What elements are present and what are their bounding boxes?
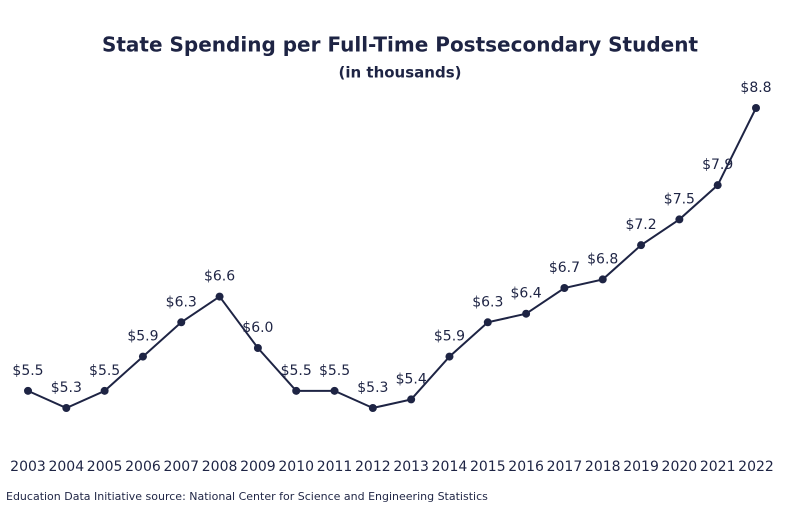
data-label: $5.5: [319, 363, 350, 379]
x-tick-label: 2008: [202, 459, 238, 475]
data-label: $6.6: [204, 269, 235, 285]
data-label: $6.3: [472, 294, 503, 310]
x-tick-label: 2017: [547, 459, 583, 475]
data-point: [522, 309, 531, 318]
x-tick-label: 2016: [508, 459, 544, 475]
data-label: $5.4: [396, 371, 427, 387]
x-tick-label: 2006: [125, 459, 161, 475]
data-label: $6.8: [587, 251, 618, 267]
source-note: Education Data Initiative source: Nation…: [6, 490, 488, 503]
data-label: $8.8: [740, 80, 771, 96]
x-tick-label: 2014: [432, 459, 468, 475]
data-label: $6.0: [242, 320, 273, 336]
data-point: [253, 344, 262, 352]
data-label: $5.5: [12, 363, 43, 379]
data-point: [637, 241, 646, 250]
x-tick-label: 2011: [317, 459, 353, 475]
data-point: [445, 352, 454, 361]
data-point: [483, 318, 492, 327]
data-line: [27, 107, 757, 410]
x-tick-label: 2019: [623, 459, 659, 475]
x-tick-label: 2009: [240, 459, 276, 475]
data-label: $7.2: [625, 217, 656, 233]
data-label: $5.5: [281, 363, 312, 379]
data-point: [330, 386, 339, 395]
x-tick-label: 2015: [470, 459, 506, 475]
data-point: [560, 284, 569, 292]
data-label: $5.3: [51, 380, 82, 396]
data-label: $7.5: [664, 191, 695, 207]
x-tick-label: 2022: [738, 459, 774, 475]
data-point: [138, 352, 147, 361]
chart-title: State Spending per Full-Time Postseconda…: [102, 33, 698, 57]
data-point: [24, 386, 32, 395]
data-point: [215, 292, 224, 301]
x-tick-label: 2007: [163, 459, 199, 475]
data-label: $6.7: [549, 260, 580, 276]
data-point: [100, 386, 109, 395]
x-tick-label: 2004: [48, 459, 84, 475]
data-label: $5.3: [357, 380, 388, 396]
x-tick-label: 2013: [393, 459, 429, 475]
data-label: $5.5: [89, 363, 120, 379]
data-label: $5.9: [434, 329, 465, 345]
data-point: [407, 395, 416, 404]
data-point: [675, 215, 684, 224]
data-point: [598, 275, 607, 284]
x-tick-label: 2012: [355, 459, 391, 475]
x-tick-label: 2010: [278, 459, 314, 475]
data-label: $6.3: [166, 294, 197, 310]
x-tick-label: 2018: [585, 459, 621, 475]
x-tick-label: 2021: [700, 459, 736, 475]
data-label: $5.9: [127, 329, 158, 345]
data-point: [292, 386, 301, 395]
data-point: [752, 104, 760, 112]
data-point: [368, 404, 377, 412]
chart-subtitle: (in thousands): [339, 64, 462, 82]
data-label: $7.9: [702, 157, 733, 173]
data-point: [177, 318, 186, 327]
x-tick-label: 2005: [87, 459, 123, 475]
data-point: [713, 181, 722, 190]
x-tick-label: 2003: [10, 459, 46, 475]
data-label: $6.4: [511, 286, 542, 302]
x-tick-label: 2020: [662, 459, 698, 475]
data-point: [62, 404, 71, 412]
